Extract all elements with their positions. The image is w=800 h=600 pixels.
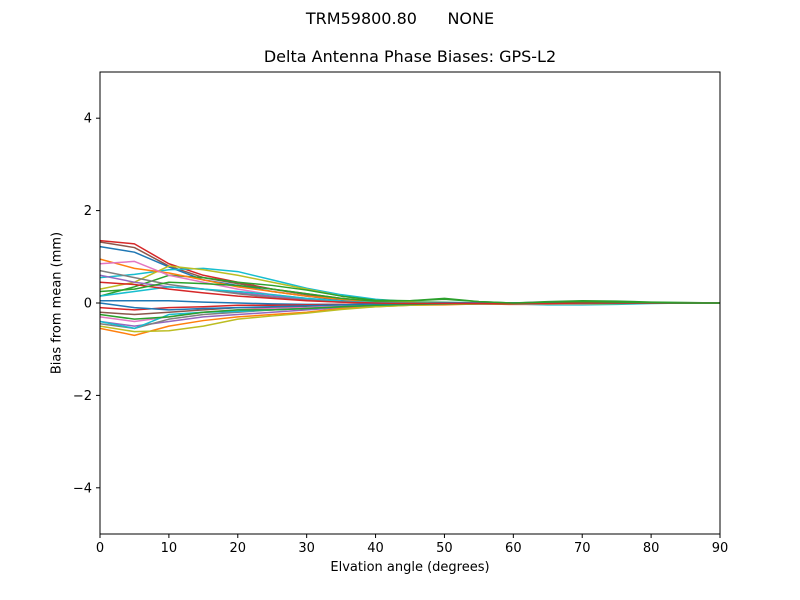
series-line-18 bbox=[99, 302, 720, 337]
x-axis-label: Elvation angle (degrees) bbox=[330, 560, 490, 575]
y-tick-label: −4 bbox=[73, 481, 92, 496]
x-tick-label: 80 bbox=[643, 541, 660, 556]
x-tick-label: 10 bbox=[161, 541, 178, 556]
figure-suptitle: TRM59800.80 NONE bbox=[305, 9, 495, 28]
chart-title: Delta Antenna Phase Biases: GPS-L2 bbox=[263, 47, 557, 66]
y-tick-label: −2 bbox=[73, 389, 92, 404]
series-line-7 bbox=[99, 258, 720, 305]
series-layer bbox=[99, 239, 721, 337]
series-line-3 bbox=[99, 245, 720, 306]
x-tick-label: 20 bbox=[230, 541, 247, 556]
x-tick-label: 40 bbox=[367, 541, 384, 556]
y-axis-ticks: −4 −2 0 2 4 bbox=[73, 112, 100, 496]
x-tick-label: 30 bbox=[298, 541, 315, 556]
x-tick-label: 0 bbox=[96, 541, 104, 556]
series-line-2 bbox=[99, 241, 720, 305]
x-tick-label: 50 bbox=[436, 541, 453, 556]
y-tick-label: 0 bbox=[84, 297, 92, 312]
series-line-1 bbox=[99, 239, 720, 306]
y-tick-label: 4 bbox=[84, 112, 92, 127]
y-tick-label: 2 bbox=[84, 204, 92, 219]
series-line-23 bbox=[99, 281, 720, 305]
x-tick-label: 60 bbox=[505, 541, 522, 556]
series-line-24 bbox=[99, 281, 720, 304]
x-tick-label: 70 bbox=[574, 541, 591, 556]
x-axis-ticks: 0 10 20 30 40 50 60 70 80 90 bbox=[96, 534, 728, 556]
y-axis-label: Bias from mean (mm) bbox=[49, 231, 65, 375]
x-tick-label: 90 bbox=[712, 541, 729, 556]
